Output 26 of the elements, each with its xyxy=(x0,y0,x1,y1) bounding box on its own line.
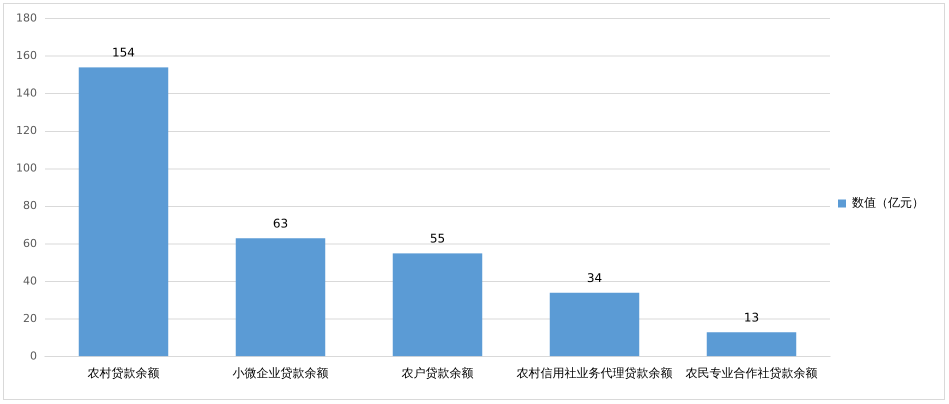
y-tick-label: 0 xyxy=(30,349,37,362)
bar xyxy=(392,253,482,356)
bar xyxy=(78,67,168,356)
data-label: 154 xyxy=(112,46,135,60)
y-tick-label: 40 xyxy=(22,274,37,288)
y-tick-label: 100 xyxy=(16,162,37,175)
bar xyxy=(550,292,640,356)
x-tick-label: 小微企业贷款余额 xyxy=(232,366,328,380)
y-tick-label: 140 xyxy=(16,86,37,100)
data-label: 55 xyxy=(430,231,446,246)
y-tick-label: 20 xyxy=(22,312,37,325)
x-tick-label: 农村贷款余额 xyxy=(87,366,160,380)
y-tick-label: 80 xyxy=(22,199,37,212)
y-tick-label: 60 xyxy=(22,236,37,250)
bar xyxy=(236,238,326,356)
data-label: 34 xyxy=(586,270,602,285)
data-label: 13 xyxy=(744,310,760,324)
y-tick-label: 160 xyxy=(16,49,37,62)
x-tick-label: 农民专业合作社贷款余额 xyxy=(686,366,818,380)
x-tick-label: 农户贷款余额 xyxy=(402,366,474,380)
data-label: 63 xyxy=(272,216,288,230)
y-tick-label: 120 xyxy=(16,124,37,138)
y-tick-label: 180 xyxy=(16,11,37,24)
legend-label: 数值（亿元） xyxy=(852,196,924,210)
x-tick-label: 农村信用社业务代理贷款余额 xyxy=(516,366,672,380)
bar xyxy=(706,332,796,356)
